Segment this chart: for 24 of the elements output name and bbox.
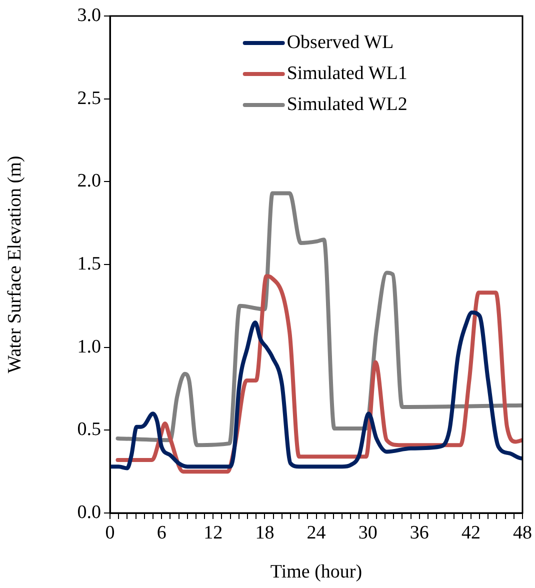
y-tick-label: 1.5: [77, 253, 101, 274]
x-tick-label: 12: [204, 522, 223, 544]
y-tick-label: 0.5: [77, 419, 101, 440]
line-series: [110, 310, 522, 470]
legend-label: Observed WL: [286, 32, 394, 53]
x-tick-label: 0: [105, 522, 115, 544]
y-tick-label: 1.0: [77, 336, 101, 358]
x-tick-label: 18: [255, 522, 274, 544]
x-tick-label: 48: [513, 522, 532, 544]
y-tick-label: 3.0: [77, 4, 101, 26]
x-tick-label: 30: [358, 522, 378, 544]
y-tick-label: 2.0: [77, 170, 101, 192]
legend-label: Simulated WL1: [286, 62, 408, 84]
legend-label: Simulated WL2: [286, 94, 408, 115]
x-tick-label: 24: [306, 522, 326, 544]
x-tick-label: 36: [410, 522, 429, 544]
line-series: [116, 274, 522, 474]
y-axis-title: Water Surface Elevation (m): [4, 156, 26, 374]
x-axis-title: Time (hour): [270, 562, 362, 583]
line-series: [116, 191, 522, 448]
y-tick-label: 0.0: [77, 502, 101, 523]
x-tick-label: 42: [461, 522, 480, 544]
x-tick-label: 6: [156, 522, 166, 544]
y-tick-label: 2.5: [77, 88, 101, 109]
